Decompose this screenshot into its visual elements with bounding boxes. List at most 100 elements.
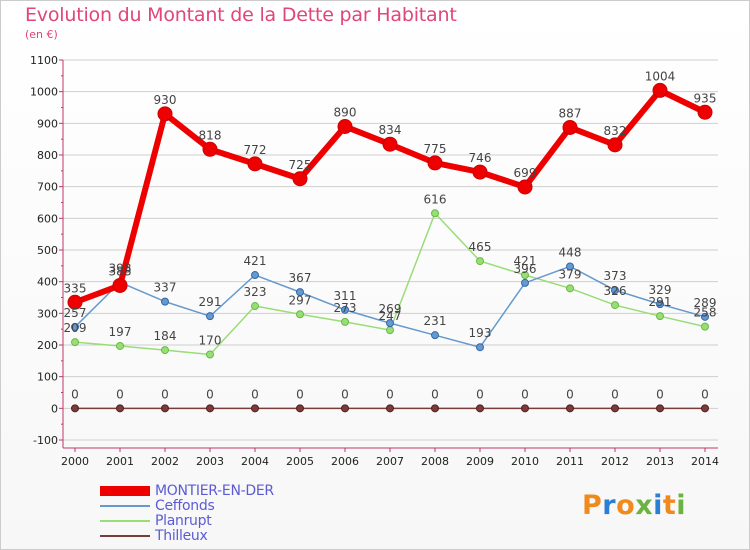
data-label: 935 [694, 91, 717, 105]
logo-letter: r [602, 490, 617, 521]
legend-item: Thilleux [100, 528, 320, 544]
data-point [652, 82, 668, 98]
data-point [472, 164, 488, 180]
data-label: 834 [379, 123, 402, 137]
data-label: 269 [379, 302, 402, 316]
data-point [251, 271, 259, 280]
x-tick-label: 2012 [601, 455, 629, 468]
data-label: 335 [64, 281, 87, 295]
data-point [701, 312, 709, 321]
data-point [431, 404, 439, 413]
logo-letter: i [653, 490, 663, 521]
data-point [566, 284, 574, 293]
data-point [562, 119, 578, 135]
data-label: 465 [469, 240, 492, 254]
data-point [521, 278, 529, 287]
y-tick-label: 500 [37, 244, 58, 257]
legend-swatch [100, 505, 150, 507]
data-label: 616 [424, 192, 447, 206]
data-label: 329 [649, 283, 672, 297]
x-tick-label: 2005 [286, 455, 314, 468]
x-tick-label: 2007 [376, 455, 404, 468]
data-label: 184 [154, 329, 177, 343]
data-point [67, 294, 83, 310]
data-label: 0 [116, 387, 124, 401]
data-point [431, 331, 439, 340]
y-tick-label: 700 [37, 181, 58, 194]
y-tick-label: 400 [37, 276, 58, 289]
data-label: 0 [431, 387, 439, 401]
data-point [607, 137, 623, 153]
data-label: 775 [424, 142, 447, 156]
proxiti-logo: Proxiti [582, 490, 686, 521]
data-point [161, 297, 169, 306]
data-point [206, 404, 214, 413]
logo-letter: i [676, 490, 687, 521]
data-point [431, 209, 439, 218]
data-label: 1004 [645, 69, 676, 83]
x-tick-label: 2014 [691, 455, 719, 468]
data-point [251, 404, 259, 413]
data-label: 0 [701, 387, 709, 401]
x-tick-label: 2006 [331, 455, 359, 468]
data-point [341, 305, 349, 314]
logo-letter: P [582, 490, 603, 521]
data-point [161, 404, 169, 413]
data-label: 0 [206, 387, 214, 401]
data-label: 0 [341, 387, 349, 401]
x-tick-label: 2010 [511, 455, 539, 468]
x-tick-label: 2008 [421, 455, 449, 468]
data-label: 818 [199, 128, 222, 142]
logo-letter: x [635, 490, 654, 521]
data-point [697, 104, 713, 120]
data-point [701, 322, 709, 331]
data-point [296, 404, 304, 413]
y-tick-label: 900 [37, 117, 58, 130]
data-point [292, 171, 308, 187]
legend-label: Planrupt [155, 513, 212, 529]
legend-item: MONTIER-EN-DER [100, 483, 320, 499]
data-label: 289 [694, 296, 717, 310]
data-point [611, 286, 619, 295]
data-label: 247 [379, 309, 402, 323]
x-tick-label: 2002 [151, 455, 179, 468]
legend-item: Planrupt [100, 513, 320, 529]
data-point [71, 404, 79, 413]
chart-title: Evolution du Montant de la Dette par Hab… [25, 4, 457, 26]
data-point [517, 179, 533, 195]
data-label: 273 [334, 301, 357, 315]
data-label: 0 [386, 387, 394, 401]
data-point [611, 301, 619, 310]
data-label: 448 [559, 245, 582, 259]
data-point [611, 404, 619, 413]
data-point [701, 404, 709, 413]
x-tick-label: 2001 [106, 455, 134, 468]
data-point [296, 310, 304, 319]
data-point [656, 312, 664, 321]
data-label: 890 [334, 106, 357, 120]
data-label: 772 [244, 143, 267, 157]
data-label: 887 [559, 106, 582, 120]
data-point [251, 302, 259, 311]
data-label: 0 [296, 387, 304, 401]
data-point [656, 404, 664, 413]
data-point [566, 404, 574, 413]
data-label: 421 [244, 254, 267, 268]
data-point [116, 404, 124, 413]
data-label: 0 [71, 387, 79, 401]
data-label: 699 [514, 166, 537, 180]
legend-swatch [100, 535, 150, 537]
data-label: 398 [109, 261, 132, 275]
x-tick-label: 2013 [646, 455, 674, 468]
x-tick-label: 2000 [61, 455, 89, 468]
data-point [386, 319, 394, 328]
y-tick-label: -100 [33, 434, 58, 447]
y-tick-label: 0 [51, 402, 58, 415]
data-label: 930 [154, 93, 177, 107]
chart-subtitle: (en €) [25, 28, 58, 41]
data-point [521, 404, 529, 413]
data-label: 323 [244, 285, 267, 299]
data-label: 311 [334, 289, 357, 303]
legend-swatch [100, 486, 150, 496]
